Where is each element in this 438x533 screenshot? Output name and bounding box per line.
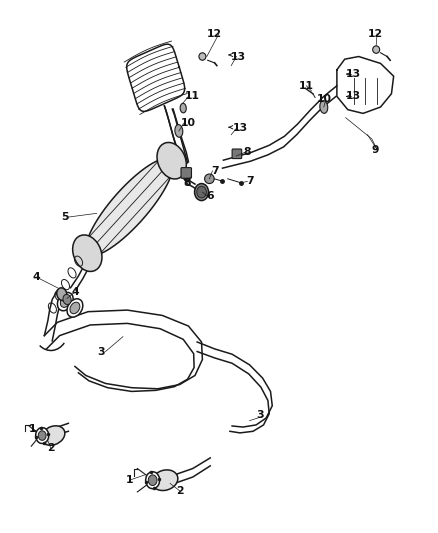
Ellipse shape	[157, 142, 186, 179]
Text: 5: 5	[62, 212, 69, 222]
Text: 9: 9	[371, 144, 379, 155]
Text: 3: 3	[257, 410, 264, 421]
Text: 13: 13	[233, 123, 247, 133]
Text: 7: 7	[211, 166, 219, 176]
Ellipse shape	[60, 296, 70, 308]
Text: 1: 1	[28, 424, 36, 434]
Ellipse shape	[73, 235, 102, 271]
Text: 10: 10	[317, 94, 332, 104]
Ellipse shape	[199, 53, 206, 60]
Ellipse shape	[67, 299, 83, 317]
Ellipse shape	[320, 101, 328, 114]
Text: 7: 7	[246, 176, 253, 187]
Text: 11: 11	[185, 91, 200, 101]
Ellipse shape	[41, 426, 65, 445]
Ellipse shape	[63, 294, 71, 304]
Ellipse shape	[180, 103, 186, 113]
Ellipse shape	[70, 302, 80, 314]
FancyBboxPatch shape	[181, 167, 191, 178]
Ellipse shape	[205, 174, 214, 183]
Text: 2: 2	[176, 486, 184, 496]
Text: 13: 13	[231, 52, 246, 61]
Text: 10: 10	[181, 118, 196, 128]
Text: 8: 8	[184, 177, 191, 188]
Ellipse shape	[57, 293, 73, 311]
Polygon shape	[86, 158, 173, 255]
Ellipse shape	[152, 470, 178, 490]
Text: 13: 13	[346, 91, 361, 101]
Ellipse shape	[38, 431, 46, 440]
Text: 4: 4	[33, 272, 40, 282]
Text: 4: 4	[71, 287, 79, 297]
Ellipse shape	[373, 46, 380, 53]
Ellipse shape	[197, 186, 206, 198]
Text: 1: 1	[126, 475, 133, 485]
Text: 12: 12	[207, 29, 222, 39]
FancyBboxPatch shape	[232, 149, 242, 159]
Text: 11: 11	[299, 81, 314, 91]
Text: 2: 2	[47, 443, 55, 453]
Ellipse shape	[146, 472, 159, 489]
Text: 13: 13	[346, 69, 361, 79]
Ellipse shape	[194, 183, 208, 200]
Ellipse shape	[57, 288, 67, 301]
Ellipse shape	[148, 475, 157, 486]
Text: 8: 8	[244, 147, 251, 157]
Text: 6: 6	[206, 191, 214, 201]
Text: 3: 3	[97, 346, 105, 357]
Ellipse shape	[175, 125, 183, 138]
Ellipse shape	[35, 427, 49, 443]
Text: 12: 12	[368, 29, 383, 39]
